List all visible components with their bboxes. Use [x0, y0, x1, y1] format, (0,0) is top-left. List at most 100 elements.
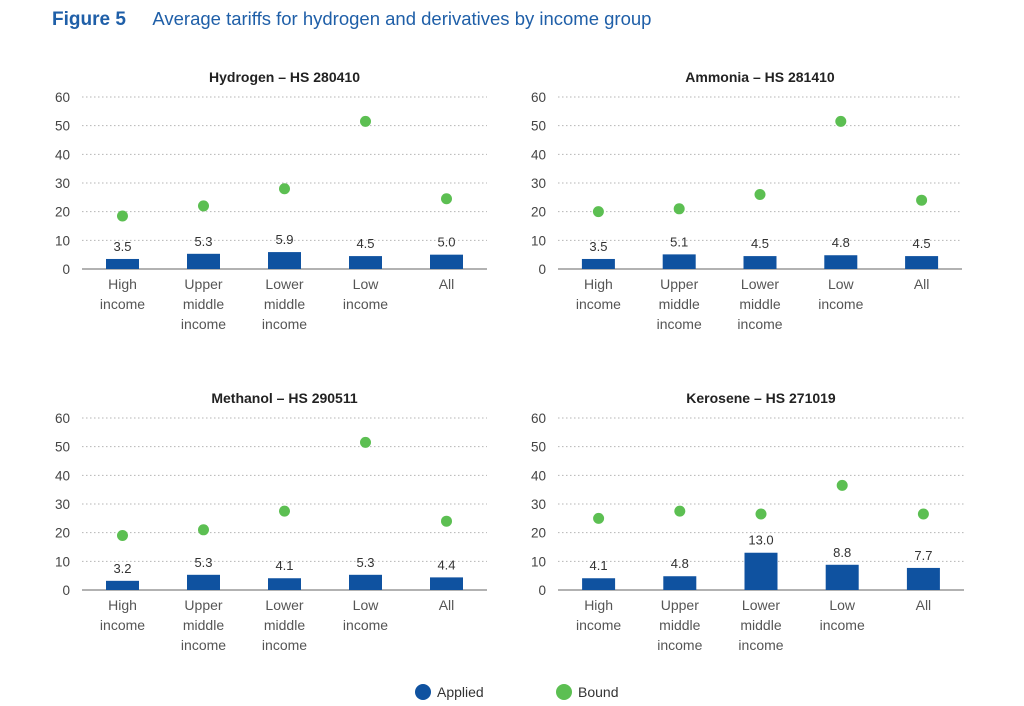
bar-value-label: 3.5 — [589, 239, 607, 254]
bar-value-label: 4.5 — [751, 236, 769, 251]
applied-bar — [187, 253, 220, 269]
x-category-label: High income — [100, 597, 145, 633]
x-category-label-line: middle — [264, 296, 305, 312]
bar-value-label: 4.1 — [275, 558, 293, 573]
applied-bar — [430, 577, 463, 590]
applied-bar — [582, 578, 616, 590]
y-tick-label: 40 — [55, 468, 70, 483]
y-tick-label: 60 — [55, 90, 70, 105]
bar-value-label: 5.3 — [194, 555, 212, 570]
x-category-label-line: income — [100, 617, 145, 633]
y-tick-label: 30 — [55, 176, 70, 191]
y-tick-label: 20 — [531, 205, 546, 220]
x-category-label-line: income — [738, 637, 783, 653]
y-tick-label: 60 — [55, 411, 70, 426]
bound-point — [592, 206, 604, 218]
x-category-label: Low income — [343, 597, 388, 633]
x-category-label-line: income — [818, 296, 863, 312]
x-category-label-line: income — [100, 296, 145, 312]
x-category-label-line: Low — [828, 276, 855, 292]
y-tick-label: 30 — [531, 176, 546, 191]
bound-point — [279, 505, 290, 517]
x-category-label: Lower middle income — [737, 276, 782, 332]
x-category-label-line: Upper — [660, 276, 698, 292]
bar-value-label: 3.5 — [113, 239, 131, 254]
bound-point — [441, 515, 452, 527]
x-category-label-line: High — [108, 276, 137, 292]
x-category-label: Upper middle income — [181, 597, 226, 653]
applied-bar — [106, 580, 139, 590]
x-category-label-line: income — [737, 316, 782, 332]
y-tick-label: 40 — [55, 147, 70, 162]
applied-bar — [187, 574, 220, 590]
bound-point — [593, 512, 605, 524]
bound-point — [836, 479, 848, 491]
chart-panel-2: Ammonia – HS 281410 0 10 20 30 40 50 60 3.5 High i… — [531, 69, 962, 332]
x-category-label: Low income — [820, 597, 865, 633]
bound-point — [198, 524, 209, 536]
bound-point — [673, 203, 685, 215]
y-tick-label: 40 — [531, 147, 546, 162]
bar-value-label: 4.1 — [590, 558, 608, 573]
x-category-label: Lower middle income — [262, 597, 307, 653]
y-tick-label: 0 — [62, 583, 70, 598]
figure-header: Figure 5 Average tariffs for hydrogen an… — [52, 8, 651, 31]
y-tick-label: 0 — [538, 583, 546, 598]
bar-value-label: 8.8 — [833, 545, 851, 560]
legend-label-bound: Bound — [578, 684, 619, 700]
x-category-label-line: All — [439, 276, 455, 292]
y-tick-label: 30 — [55, 497, 70, 512]
legend-item-bound: Bound — [556, 684, 618, 700]
applied-bar — [106, 258, 139, 269]
chart-panel-1: Hydrogen – HS 280410 0 10 20 30 40 50 60 3.5 High… — [55, 69, 487, 332]
x-category-label-line: All — [916, 597, 932, 613]
x-category-label-line: Lower — [265, 276, 303, 292]
x-category-label-line: income — [820, 617, 865, 633]
applied-bar — [662, 254, 696, 269]
x-category-label: All — [914, 276, 930, 292]
x-category-label-line: middle — [739, 296, 780, 312]
bar-value-label: 5.0 — [437, 235, 455, 250]
y-tick-label: 10 — [531, 233, 546, 248]
figure-label: Figure 5 — [52, 9, 126, 30]
y-tick-label: 0 — [538, 262, 546, 277]
y-tick-label: 60 — [531, 90, 546, 105]
x-category-label-line: All — [439, 597, 455, 613]
bound-point — [754, 188, 766, 200]
x-category-label-line: middle — [659, 617, 700, 633]
legend-item-applied: Applied — [415, 684, 484, 700]
y-tick-label: 20 — [55, 526, 70, 541]
applied-bar — [349, 256, 382, 269]
bound-point — [117, 530, 128, 542]
x-category-label-line: middle — [183, 617, 224, 633]
chart-title: Kerosene – HS 271019 — [686, 390, 836, 406]
applied-bar — [349, 574, 382, 590]
bar-value-label: 5.3 — [356, 555, 374, 570]
y-tick-label: 50 — [531, 440, 546, 455]
bound-point — [674, 505, 686, 517]
x-category-label-line: All — [914, 276, 930, 292]
bar-value-label: 5.3 — [194, 234, 212, 249]
x-category-label-line: Upper — [184, 597, 222, 613]
x-category-label-line: High — [108, 597, 137, 613]
y-tick-label: 10 — [55, 233, 70, 248]
bound-point — [279, 183, 290, 195]
x-category-label: Upper middle income — [657, 597, 702, 653]
y-tick-label: 30 — [531, 497, 546, 512]
y-tick-label: 60 — [531, 411, 546, 426]
x-category-label-line: High — [584, 597, 613, 613]
x-category-label-line: middle — [740, 617, 781, 633]
y-tick-label: 10 — [55, 554, 70, 569]
applied-bar — [663, 576, 697, 590]
chart-panel-4: Kerosene – HS 271019 0 10 20 30 40 50 60 4.1 High… — [531, 390, 964, 653]
chart-title: Ammonia – HS 281410 — [685, 69, 835, 85]
applied-bar — [824, 255, 858, 269]
bar-value-label: 13.0 — [748, 533, 773, 548]
x-category-label: All — [916, 597, 932, 613]
x-category-label-line: middle — [183, 296, 224, 312]
chart-panel-3: Methanol – HS 290511 0 10 20 30 40 50 60 3.2 High… — [55, 390, 487, 653]
x-category-label: All — [439, 276, 455, 292]
x-category-label-line: Low — [353, 276, 380, 292]
applied-bar — [906, 567, 940, 590]
